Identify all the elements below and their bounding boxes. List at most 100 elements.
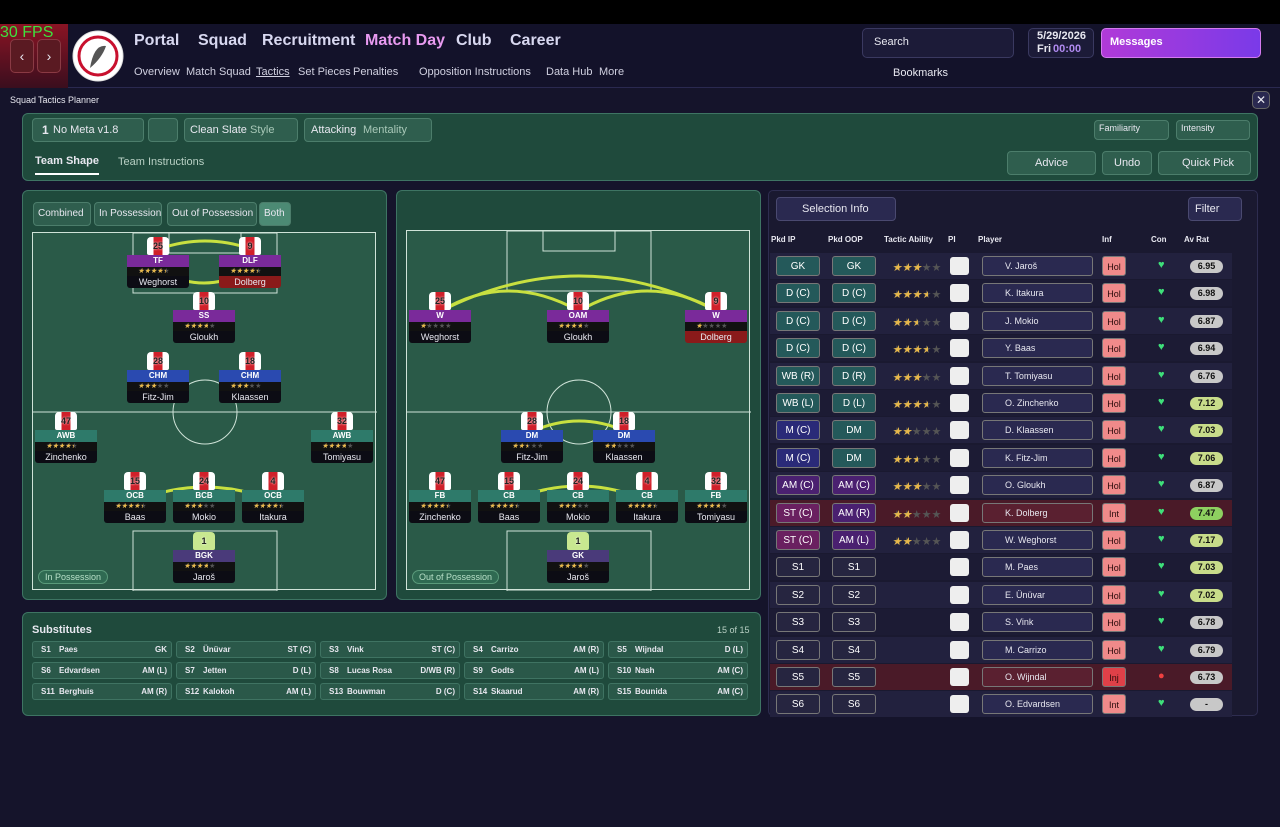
substitute[interactable]: S3 Vink ST (C): [320, 641, 460, 658]
substitute[interactable]: S14 Skaarud AM (R): [464, 683, 604, 700]
player-select[interactable]: J. Mokio: [982, 310, 1093, 331]
nav-item[interactable]: Career: [510, 32, 561, 49]
forward-button[interactable]: ›: [37, 39, 61, 73]
messages-button[interactable]: [1101, 28, 1261, 58]
influence: Hol: [1102, 612, 1126, 633]
back-button[interactable]: ‹: [10, 39, 34, 73]
undo-button[interactable]: [1102, 151, 1152, 175]
player-select[interactable]: K. Dolberg: [982, 502, 1093, 523]
substitute[interactable]: S13 Bouwman D (C): [320, 683, 460, 700]
view-button[interactable]: [33, 202, 91, 226]
player-select[interactable]: K. Fitz-Jim: [982, 447, 1093, 468]
sub-name: Kalokoh: [203, 687, 235, 696]
substitute[interactable]: S9 Godts AM (L): [464, 662, 604, 679]
subnav-item[interactable]: Data Hub: [546, 66, 593, 78]
close-button[interactable]: ✕: [1252, 91, 1270, 109]
pi-icon[interactable]: [950, 613, 969, 632]
nav-item[interactable]: Recruitment: [262, 32, 356, 49]
player-select[interactable]: O. Edvardsen: [982, 694, 1093, 715]
substitute[interactable]: S5 Wijndal D (L): [608, 641, 748, 658]
stars-fill: [892, 343, 928, 355]
pi-icon[interactable]: [950, 585, 969, 604]
pi-icon[interactable]: [950, 531, 969, 549]
tactic-select[interactable]: [32, 118, 144, 142]
pi-icon[interactable]: [950, 366, 969, 385]
stars-fill: [892, 261, 923, 273]
view-button[interactable]: [167, 202, 257, 226]
add-button[interactable]: [148, 118, 178, 142]
shirt: 47: [429, 472, 451, 490]
player-select[interactable]: V. Jaroš: [982, 256, 1093, 276]
player-name: Mokio: [547, 511, 609, 523]
substitute[interactable]: S7 Jetten D (L): [176, 662, 316, 679]
player-select[interactable]: M. Carrizo: [982, 639, 1093, 660]
substitute[interactable]: S11 Berghuis AM (R): [32, 683, 172, 700]
pi-icon[interactable]: [950, 668, 969, 686]
nav-item[interactable]: Portal: [134, 32, 180, 49]
pi-icon[interactable]: [950, 311, 969, 330]
nav-item[interactable]: Club: [456, 32, 492, 49]
subnav-item[interactable]: Overview: [134, 66, 180, 78]
pi-icon[interactable]: [950, 421, 969, 440]
shirt: 32: [331, 412, 353, 430]
subnav-item[interactable]: Match Squad: [186, 66, 251, 78]
player-select[interactable]: T. Tomiyasu: [982, 365, 1093, 386]
substitute[interactable]: S15 Bounida AM (C): [608, 683, 748, 700]
pi-icon[interactable]: [950, 558, 969, 577]
pi-icon[interactable]: [950, 257, 969, 275]
pi-icon[interactable]: [950, 448, 969, 467]
advice-button[interactable]: [1007, 151, 1096, 175]
pi-icon[interactable]: [950, 503, 969, 522]
filter-button[interactable]: [1188, 197, 1242, 221]
pi-icon[interactable]: [950, 640, 969, 659]
substitute[interactable]: S1 Paes GK: [32, 641, 172, 658]
subnav-item[interactable]: Penalties: [353, 66, 399, 78]
influence: Hol: [1102, 420, 1126, 441]
stars-fill: [892, 508, 913, 520]
stars: [892, 371, 944, 383]
player-select[interactable]: O. Zinchenko: [982, 393, 1093, 413]
intensity[interactable]: [1176, 120, 1250, 140]
pi-icon[interactable]: [950, 394, 969, 412]
player-select[interactable]: D. Klaassen: [982, 420, 1093, 441]
style-select[interactable]: [184, 118, 298, 142]
nav-item[interactable]: Squad: [198, 32, 247, 49]
substitute[interactable]: S10 Nash AM (C): [608, 662, 748, 679]
view-button[interactable]: [94, 202, 162, 226]
player-name: Fitz-Jim: [501, 451, 563, 463]
mentality-select[interactable]: [304, 118, 432, 142]
familiarity[interactable]: [1094, 120, 1169, 140]
pi-icon[interactable]: [950, 476, 969, 495]
pi-icon[interactable]: [950, 695, 969, 714]
subnav-item[interactable]: Tactics: [256, 66, 290, 78]
player-select[interactable]: M. Paes: [982, 557, 1093, 578]
quick-pick-button[interactable]: [1158, 151, 1251, 175]
nav-item[interactable]: Match Day: [365, 32, 446, 49]
subnav-item[interactable]: Opposition Instructions: [419, 66, 531, 78]
player-select[interactable]: K. Itakura: [982, 283, 1093, 304]
pi-icon[interactable]: [950, 339, 969, 358]
player-select[interactable]: S. Vink: [982, 612, 1093, 633]
subnav-item[interactable]: Set Pieces: [298, 66, 351, 78]
view-button[interactable]: [259, 202, 291, 226]
column-header: PI: [948, 235, 956, 244]
selection-info-button[interactable]: [776, 197, 896, 221]
pi-icon[interactable]: [950, 284, 969, 303]
player-select[interactable]: O. Gloukh: [982, 475, 1093, 496]
player-select[interactable]: O. Wijndal: [982, 667, 1093, 687]
player-select[interactable]: Y. Baas: [982, 338, 1093, 359]
player-select[interactable]: E. Ünüvar: [982, 584, 1093, 605]
substitute[interactable]: S8 Lucas Rosa D/WB (R): [320, 662, 460, 679]
substitute[interactable]: S2 Ünüvar ST (C): [176, 641, 316, 658]
sub-name: Carrizo: [491, 645, 519, 654]
tab[interactable]: Team Instructions: [118, 156, 205, 168]
pkd-ip: M (C): [776, 420, 820, 441]
substitute[interactable]: S12 Kalokoh AM (L): [176, 683, 316, 700]
player-name: Mokio: [173, 511, 235, 523]
substitute[interactable]: S6 Edvardsen AM (L): [32, 662, 172, 679]
subnav-item[interactable]: More: [599, 66, 625, 78]
player-select[interactable]: W. Weghorst: [982, 530, 1093, 550]
stars: [138, 382, 178, 391]
tab[interactable]: Team Shape: [35, 155, 99, 175]
substitute[interactable]: S4 Carrizo AM (R): [464, 641, 604, 658]
